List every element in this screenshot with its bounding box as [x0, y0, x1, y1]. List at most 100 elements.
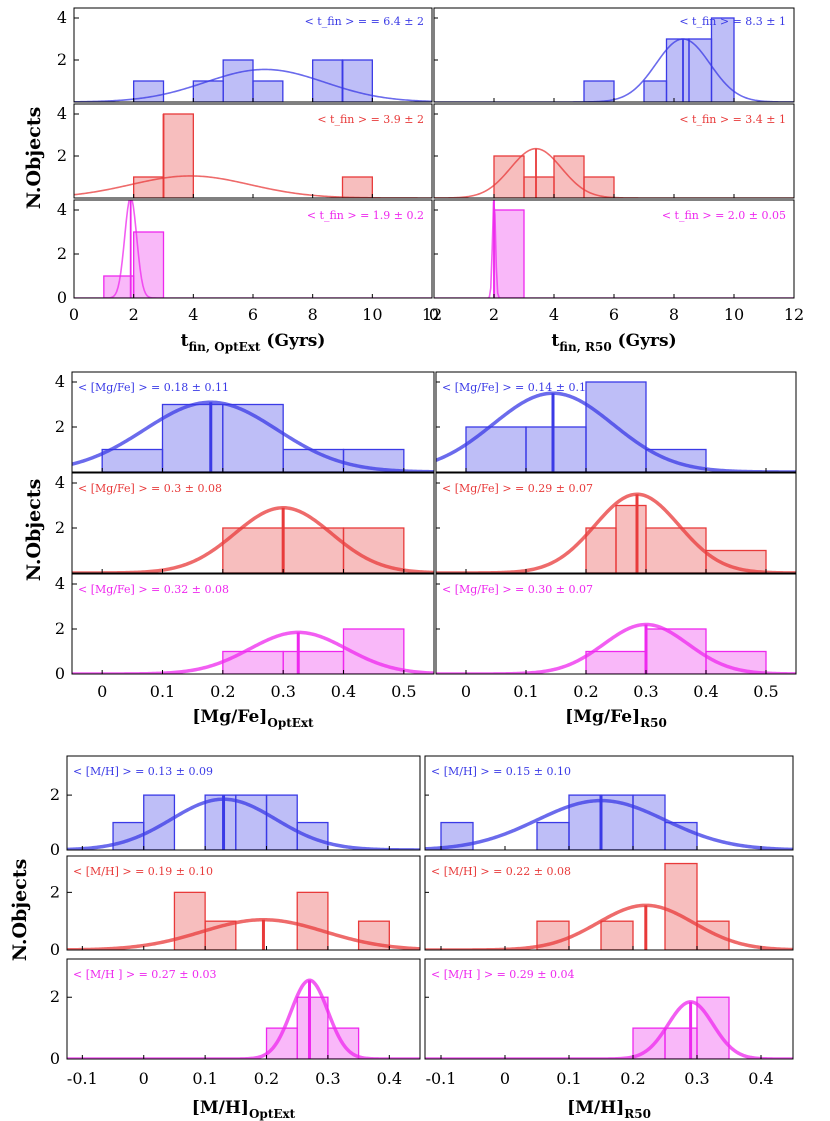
mean-annotation: < [Mg/Fe] > = 0.29 ± 0.07	[442, 482, 593, 495]
histogram-bar	[133, 80, 165, 102]
x-tick-label: 0.3	[315, 1069, 340, 1088]
panel-optext-blue: 2 4 < [Mg/Fe] > = 0.18 ± 0.11	[55, 371, 435, 473]
mean-annotation: < [M/H ] > = 0.27 ± 0.03	[73, 968, 216, 981]
mean-annotation: < t_fin > = 8.3 ± 1	[679, 15, 786, 28]
panel-r50-blue: < t_fin > = 8.3 ± 1	[433, 7, 795, 103]
histogram-bar	[710, 17, 735, 102]
gaussian-fit-curve	[425, 798, 793, 850]
y-tick-label: 2	[57, 244, 67, 263]
x-tick-label: 4	[549, 305, 559, 324]
panel-r50-red: < [M/H] > = 0.22 ± 0.08	[424, 855, 794, 951]
figure-block-1: 2 4 < t_fin > = = 6.4 ± 2 < t_fin > = 8.3 ±…	[23, 7, 804, 354]
panel-frame	[424, 958, 794, 1060]
histogram-bar	[341, 176, 373, 198]
gaussian-fit-curve	[67, 978, 420, 1059]
gaussian-fit-curve	[67, 797, 420, 850]
mean-annotation: < [Mg/Fe] > = 0.32 ± 0.08	[78, 583, 229, 596]
mean-annotation: < [Mg/Fe] > = 0.18 ± 0.11	[78, 381, 229, 394]
x-tick-label: 0.2	[254, 1069, 279, 1088]
y-tick-label: 2	[57, 146, 67, 165]
y-axis-label: N.Objects	[23, 479, 45, 582]
x-tick-label: 0	[461, 682, 471, 701]
panel-frame	[435, 573, 797, 675]
x-tick-label: 0.1	[556, 1069, 581, 1088]
histogram-bar	[143, 794, 176, 850]
panel-frame	[435, 472, 797, 574]
gaussian-fit-curve	[72, 400, 434, 472]
x-tick-label: 0.1	[150, 682, 175, 701]
histogram-bar	[523, 176, 555, 198]
panel-optext-red: 2 4 < t_fin > = 3.9 ± 2	[57, 103, 433, 199]
panel-frame	[66, 855, 421, 951]
x-axis-label-left: tfin, OptExt (Gyrs)	[181, 331, 326, 354]
mean-annotation: < [Mg/Fe] > = 0.3 ± 0.08	[78, 482, 222, 495]
x-tick-label: 4	[188, 305, 198, 324]
gaussian-fit-curve	[436, 391, 796, 472]
mean-annotation: < [M/H] > = 0.15 ± 0.10	[431, 765, 571, 778]
mean-annotation: < t_fin > = 3.4 ± 1	[679, 113, 786, 126]
histogram-bar	[705, 650, 767, 674]
x-tick-label: 6	[248, 305, 258, 324]
mean-annotation: < t_fin > = 1.9 ± 0.2	[307, 209, 424, 222]
y-tick-label: 0	[50, 840, 60, 859]
panel-frame	[435, 371, 797, 473]
panel-r50-magenta: < [M/H ] > = 0.29 ± 0.04 -0.1 0 0.1 0.2 0.3 0.…	[424, 958, 794, 1088]
panel-optext-magenta: 0 2 4 < t_fin > = 1.9 ± 0.2 0 2 4 6 8 10 12	[57, 199, 442, 324]
y-tick-label: 2	[50, 785, 60, 804]
x-tick-label: 0.4	[748, 1069, 773, 1088]
histogram-bar	[688, 38, 713, 102]
histogram-bar	[493, 209, 525, 298]
histogram-bar	[133, 231, 165, 298]
histogram-bar	[632, 794, 666, 850]
x-tick-label: -0.1	[67, 1069, 98, 1088]
mean-annotation: < t_fin > = 3.9 ± 2	[317, 113, 424, 126]
y-tick-label: 0	[50, 940, 60, 959]
histogram-bar	[553, 155, 585, 198]
histogram-bar	[161, 403, 224, 472]
x-tick-label: 0	[69, 305, 79, 324]
mean-annotation: < [M/H] > = 0.22 ± 0.08	[431, 865, 571, 878]
panel-frame	[71, 472, 435, 574]
histogram-bar	[583, 80, 615, 102]
x-tick-label: 2	[129, 305, 139, 324]
panel-r50-blue: < [M/H] > = 0.15 ± 0.10	[424, 755, 794, 851]
panel-frame	[424, 755, 794, 851]
x-axis-label-right: tfin, R50 (Gyrs)	[551, 331, 676, 354]
mean-annotation: < t_fin > = = 6.4 ± 2	[305, 15, 424, 28]
gaussian-fit-curve	[67, 917, 420, 950]
panel-frame	[71, 573, 435, 675]
panel-r50-red: < [Mg/Fe] > = 0.29 ± 0.07	[435, 472, 797, 574]
x-axis-label-left: [M/H]OptExt	[192, 1098, 296, 1121]
y-tick-label: 4	[55, 473, 65, 492]
x-tick-label: 0.2	[620, 1069, 645, 1088]
y-tick-label: 4	[57, 200, 67, 219]
histogram-bar	[204, 794, 237, 850]
y-tick-label: 4	[55, 574, 65, 593]
y-tick-label: 4	[57, 8, 67, 27]
panel-r50-magenta: < t_fin > = 2.0 ± 0.05 0 2 4 6 8 10 12	[429, 199, 804, 324]
mean-annotation: < [Mg/Fe] > = 0.14 ± 0.1	[442, 381, 586, 394]
gaussian-fit-curve	[74, 200, 432, 298]
histogram-bar	[600, 920, 634, 950]
x-tick-label: 0.5	[753, 682, 778, 701]
x-tick-label: -0.1	[426, 1069, 457, 1088]
panel-optext-red: 0 2 < [M/H] > = 0.19 ± 0.10	[50, 855, 421, 959]
y-tick-label: 0	[50, 1049, 60, 1068]
y-tick-label: 2	[55, 417, 65, 436]
histogram-bar	[222, 59, 254, 102]
histogram-bar	[252, 80, 284, 102]
x-tick-label: 12	[784, 305, 804, 324]
x-tick-label: 0.2	[573, 682, 598, 701]
x-tick-label: 0	[139, 1069, 149, 1088]
histogram-bar	[536, 821, 570, 850]
x-tick-label: 0.4	[693, 682, 718, 701]
panel-frame	[71, 371, 435, 473]
histogram-bar	[643, 80, 668, 102]
x-tick-label: 0	[97, 682, 107, 701]
figure-block-3: 0 2 < [M/H] > = 0.13 ± 0.09 < [M/H] > = 0.1…	[9, 755, 794, 1121]
mean-annotation: < t_fin > = 2.0 ± 0.05	[662, 209, 786, 222]
x-axis-label-right: [M/H]R50	[567, 1098, 651, 1121]
y-tick-label: 2	[50, 882, 60, 901]
histogram-bar	[493, 155, 525, 198]
